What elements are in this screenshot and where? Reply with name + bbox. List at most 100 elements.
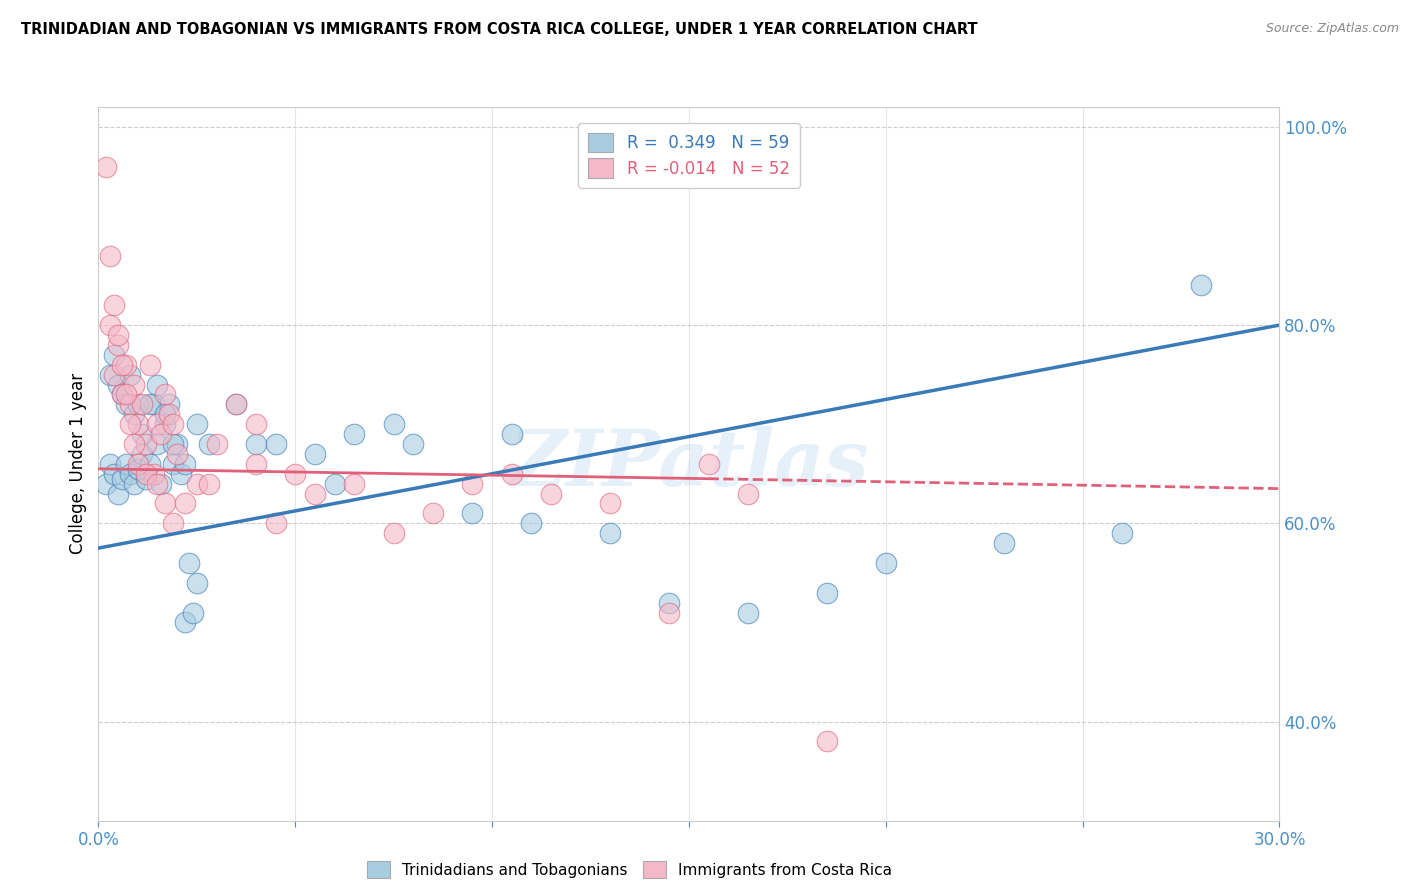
Point xyxy=(993,536,1015,550)
Point xyxy=(127,462,149,476)
Point xyxy=(138,358,160,372)
Point xyxy=(599,526,621,541)
Point xyxy=(205,437,228,451)
Text: Source: ZipAtlas.com: Source: ZipAtlas.com xyxy=(1265,22,1399,36)
Point xyxy=(174,615,197,630)
Point xyxy=(127,457,149,471)
Point xyxy=(225,397,247,411)
Point xyxy=(155,407,177,421)
Point xyxy=(142,397,165,411)
Point xyxy=(815,734,838,748)
Legend: Trinidadians and Tobagonians, Immigrants from Costa Rica: Trinidadians and Tobagonians, Immigrants… xyxy=(361,855,898,884)
Point xyxy=(127,397,149,411)
Point xyxy=(98,318,121,332)
Point xyxy=(111,472,134,486)
Point xyxy=(98,457,121,471)
Point xyxy=(186,476,208,491)
Point xyxy=(245,417,267,432)
Text: TRINIDADIAN AND TOBAGONIAN VS IMMIGRANTS FROM COSTA RICA COLLEGE, UNDER 1 YEAR C: TRINIDADIAN AND TOBAGONIAN VS IMMIGRANTS… xyxy=(21,22,977,37)
Point xyxy=(737,486,759,500)
Point xyxy=(98,249,121,263)
Point xyxy=(115,457,138,471)
Point xyxy=(107,328,129,343)
Point xyxy=(815,585,838,599)
Point xyxy=(501,427,523,442)
Point xyxy=(157,397,180,411)
Point xyxy=(461,507,484,521)
Point xyxy=(111,358,134,372)
Point xyxy=(461,476,484,491)
Point xyxy=(174,457,197,471)
Point xyxy=(737,606,759,620)
Point xyxy=(170,467,193,481)
Point xyxy=(162,437,184,451)
Point xyxy=(146,437,169,451)
Point xyxy=(658,596,681,610)
Point xyxy=(103,467,125,481)
Point xyxy=(146,417,169,432)
Point xyxy=(127,417,149,432)
Point xyxy=(135,467,157,481)
Point xyxy=(186,575,208,590)
Point xyxy=(150,427,173,442)
Point xyxy=(146,377,169,392)
Point xyxy=(422,507,444,521)
Point xyxy=(131,427,153,442)
Point xyxy=(284,467,307,481)
Point xyxy=(501,467,523,481)
Point xyxy=(264,437,287,451)
Point xyxy=(135,472,157,486)
Point xyxy=(155,387,177,401)
Point xyxy=(177,556,200,570)
Point xyxy=(599,496,621,510)
Y-axis label: College, Under 1 year: College, Under 1 year xyxy=(69,373,87,555)
Point xyxy=(155,417,177,432)
Point xyxy=(107,377,129,392)
Point xyxy=(875,556,897,570)
Point xyxy=(146,476,169,491)
Point xyxy=(115,397,138,411)
Point xyxy=(162,457,184,471)
Point xyxy=(166,437,188,451)
Point xyxy=(107,486,129,500)
Text: ZIPatlas: ZIPatlas xyxy=(509,425,869,502)
Point xyxy=(96,160,118,174)
Point xyxy=(540,486,562,500)
Point xyxy=(162,516,184,531)
Point xyxy=(131,447,153,461)
Point xyxy=(402,437,425,451)
Point xyxy=(142,467,165,481)
Point xyxy=(107,338,129,352)
Point xyxy=(245,457,267,471)
Point xyxy=(111,387,134,401)
Point xyxy=(382,526,405,541)
Point xyxy=(225,397,247,411)
Point xyxy=(118,397,141,411)
Point xyxy=(111,387,134,401)
Point xyxy=(174,496,197,510)
Point xyxy=(103,348,125,362)
Point xyxy=(115,387,138,401)
Point xyxy=(138,457,160,471)
Point xyxy=(343,476,366,491)
Point xyxy=(1189,278,1212,293)
Point xyxy=(98,368,121,382)
Point xyxy=(197,476,219,491)
Point xyxy=(697,457,720,471)
Point xyxy=(150,476,173,491)
Point xyxy=(118,467,141,481)
Point xyxy=(197,437,219,451)
Point xyxy=(382,417,405,432)
Point xyxy=(162,417,184,432)
Point xyxy=(264,516,287,531)
Point xyxy=(155,496,177,510)
Point xyxy=(103,298,125,312)
Point xyxy=(96,476,118,491)
Point xyxy=(135,437,157,451)
Point xyxy=(118,368,141,382)
Point xyxy=(186,417,208,432)
Point xyxy=(118,417,141,432)
Point xyxy=(1111,526,1133,541)
Point xyxy=(103,368,125,382)
Point xyxy=(122,437,145,451)
